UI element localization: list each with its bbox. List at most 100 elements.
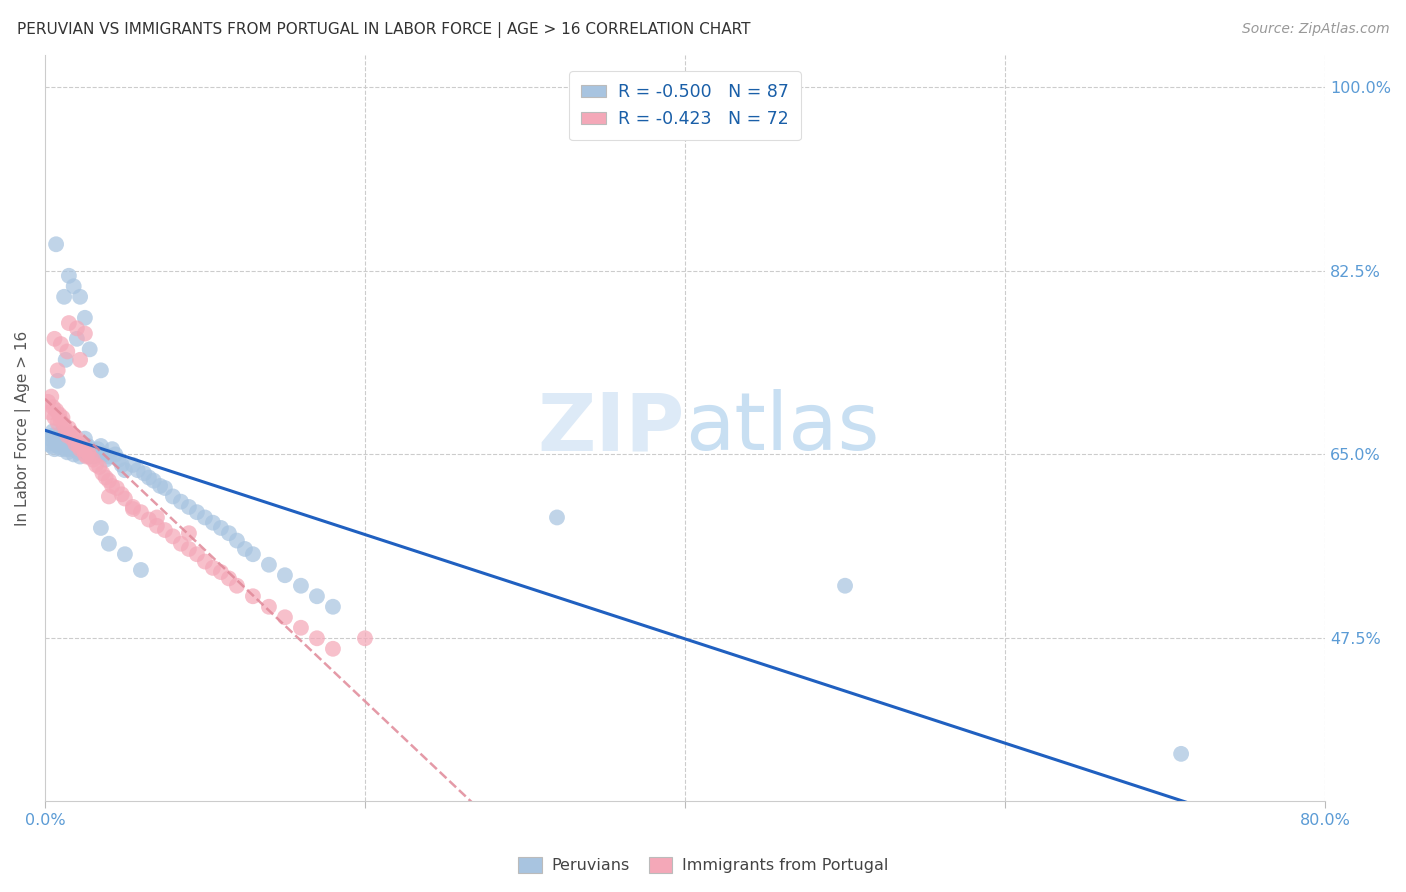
Point [49,426,72,441]
Point [53,437,76,451]
Point [53,417,76,432]
Point [62,447,84,461]
Point [55,442,77,457]
Point [186,547,208,561]
Point [201,561,224,575]
Point [69,290,91,304]
Point [94,470,117,484]
Point [66,332,89,346]
Point [194,555,217,569]
Point [59,442,82,457]
Point [105,481,128,495]
Text: ZIP: ZIP [537,389,685,467]
Legend: Peruvians, Immigrants from Portugal: Peruvians, Immigrants from Portugal [512,850,894,880]
Point [122,502,145,516]
Point [114,547,136,561]
Point [69,450,91,464]
Point [84,458,107,472]
Text: PERUVIAN VS IMMIGRANTS FROM PORTUGAL IN LABOR FORCE | AGE > 16 CORRELATION CHART: PERUVIAN VS IMMIGRANTS FROM PORTUGAL IN … [17,22,751,38]
Point [162,490,184,504]
Point [257,599,280,614]
Point [67,439,90,453]
Y-axis label: In Labor Force | Age > 16: In Labor Force | Age > 16 [15,331,31,525]
Point [142,474,165,488]
Point [242,589,264,603]
Point [146,519,169,533]
Point [59,426,82,441]
Point [218,571,240,585]
Point [89,460,111,475]
Point [546,510,568,524]
Point [77,439,100,453]
Point [44,442,66,457]
Point [72,437,94,451]
Point [73,326,96,341]
Point [67,445,90,459]
Point [62,428,84,442]
Point [70,437,93,451]
Point [58,421,80,435]
Point [42,425,65,439]
Point [90,439,112,453]
Point [45,237,67,252]
Point [107,452,129,467]
Point [51,410,73,425]
Point [80,442,103,457]
Point [66,437,89,451]
Point [60,439,83,453]
Point [242,547,264,561]
Point [127,463,149,477]
Point [39,390,62,404]
Point [65,437,87,451]
Point [37,437,59,451]
Point [79,450,101,464]
Point [79,450,101,464]
Point [138,470,160,484]
Point [83,450,105,464]
Point [177,541,200,556]
Point [58,437,80,451]
Point [69,352,91,367]
Point [146,510,169,524]
Point [114,463,136,477]
Point [82,445,104,459]
Point [73,447,96,461]
Point [53,290,76,304]
Point [305,589,328,603]
Point [177,500,200,514]
Point [44,332,66,346]
Point [218,526,240,541]
Point [37,395,59,409]
Point [177,526,200,541]
Point [38,432,60,446]
Point [60,432,83,446]
Point [129,563,152,577]
Point [354,632,377,646]
Point [104,447,127,461]
Point [69,442,91,457]
Point [322,641,344,656]
Point [56,344,79,359]
Point [290,621,312,635]
Point [66,321,89,335]
Point [226,579,249,593]
Point [76,450,98,464]
Point [55,425,77,439]
Point [97,474,120,488]
Point [70,442,93,457]
Point [162,529,184,543]
Point [111,458,134,472]
Point [122,500,145,514]
Point [129,505,152,519]
Point [66,432,89,446]
Point [93,447,115,461]
Point [1170,747,1192,761]
Point [274,568,297,582]
Point [45,437,67,451]
Point [170,494,193,508]
Point [233,541,256,556]
Point [91,467,114,481]
Point [132,467,155,481]
Point [322,599,344,614]
Point [56,428,79,442]
